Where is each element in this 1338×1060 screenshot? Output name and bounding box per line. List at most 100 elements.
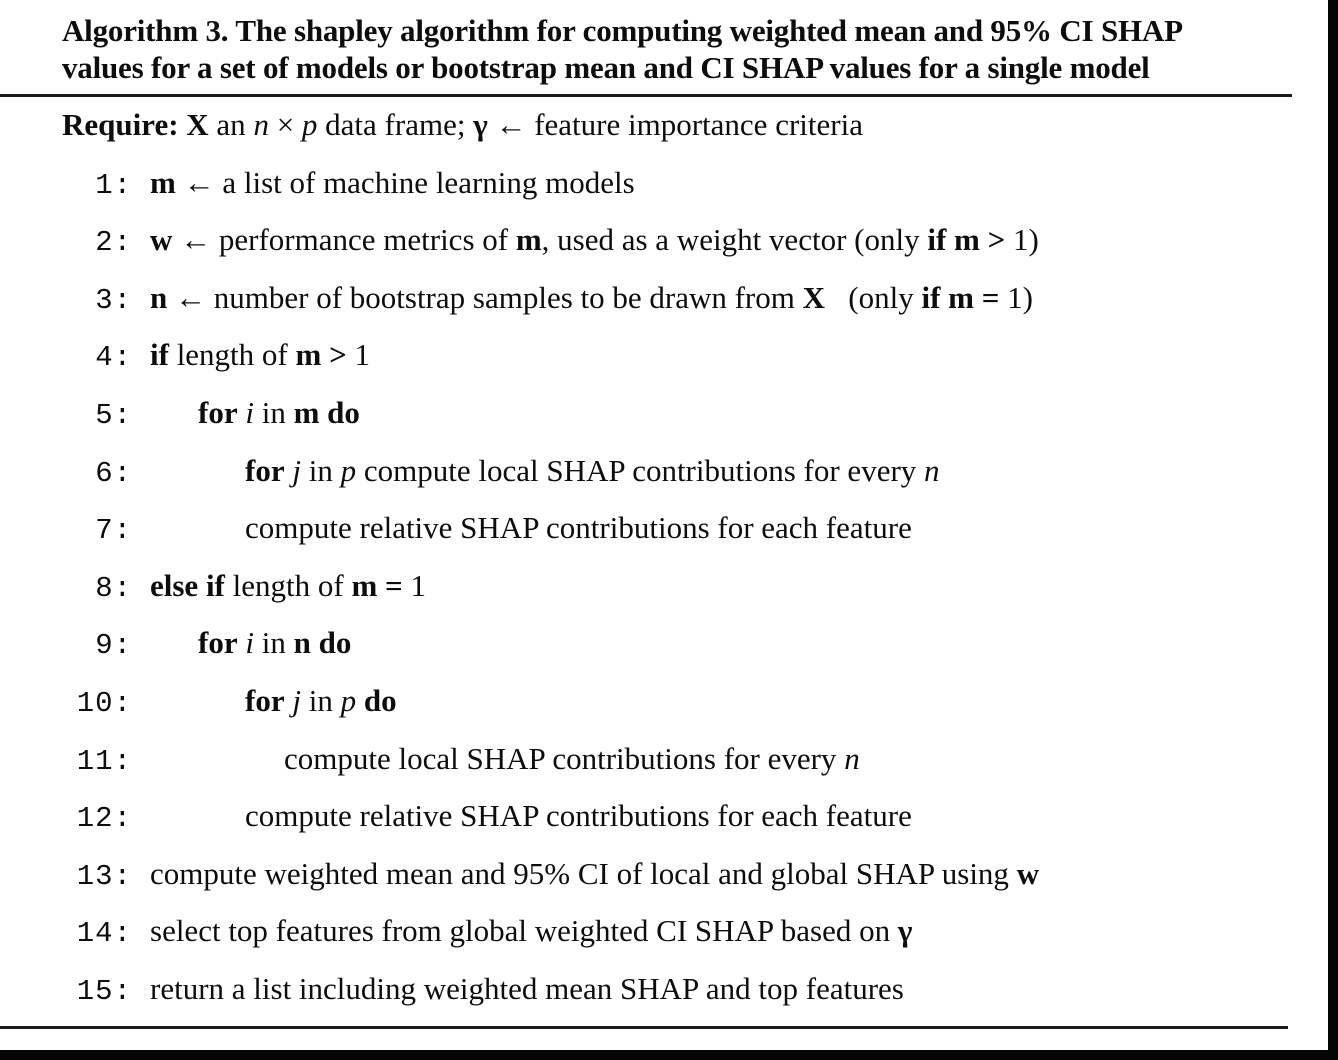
text-run: for	[245, 682, 285, 718]
text-run	[946, 222, 954, 257]
algorithm-line-14: 14: select top features from global weigh…	[0, 902, 1300, 960]
text-run: p	[340, 452, 357, 488]
bottom-scan-bar	[0, 1050, 1338, 1060]
text-run: n	[150, 279, 168, 315]
line-text: compute weighted mean and 95% CI of loca…	[150, 845, 1039, 903]
text-run: X	[186, 107, 209, 142]
text-run: do	[327, 394, 360, 430]
text-run	[980, 222, 988, 257]
text-run: , used as a weight vector (only	[541, 222, 928, 258]
text-run: p	[301, 107, 318, 142]
bottom-divider-rule	[0, 1026, 1288, 1029]
line-number: 4:	[95, 341, 132, 375]
text-run: compute weighted mean and 95% CI of loca…	[150, 855, 1017, 891]
text-run: (only	[825, 279, 922, 315]
text-run: data frame;	[317, 107, 474, 142]
line-text: if length of m > 1	[150, 326, 370, 384]
line-number: 5:	[95, 398, 132, 432]
text-run: compute relative SHAP contributions for …	[245, 798, 912, 834]
algorithm-body: Require: X an n × p data frame; γ ← feat…	[0, 96, 1300, 1018]
algorithm-line-11: 11: compute local SHAP contributions for …	[0, 730, 1300, 788]
text-run: p	[340, 682, 357, 718]
line-number: 14:	[76, 917, 132, 951]
algorithm-line-5: 5: for i in m do	[0, 384, 1300, 442]
line-number: 1:	[95, 168, 132, 202]
text-run: γ	[897, 913, 913, 949]
text-run: length of	[168, 337, 296, 373]
text-run: w	[1016, 855, 1040, 891]
line-text: w ← performance metrics of m, used as a …	[150, 211, 1039, 269]
text-run: =	[981, 279, 1000, 315]
text-run	[356, 683, 364, 718]
line-text: n ← number of bootstrap samples to be dr…	[150, 269, 1033, 327]
algorithm-line-4: 4: if length of m > 1	[0, 326, 1300, 384]
text-run: j	[292, 452, 301, 488]
text-run: n	[253, 107, 269, 142]
line-number: 13:	[76, 859, 132, 893]
text-run	[311, 625, 319, 660]
line-number: 9:	[95, 629, 132, 663]
text-run: in	[253, 625, 294, 661]
text-run: m	[948, 279, 974, 315]
line-text: return a list including weighted mean SH…	[150, 960, 904, 1018]
text-run: do	[363, 682, 397, 718]
algorithm-line-7: 7: compute relative SHAP contributions fo…	[0, 499, 1300, 557]
text-run: Require:	[62, 107, 187, 142]
text-run: in	[253, 394, 294, 430]
algorithm-line-12: 12: compute relative SHAP contributions f…	[0, 787, 1300, 845]
text-run: ← number of bootstrap samples to be draw…	[167, 279, 803, 315]
line-text: for i in n do	[198, 614, 351, 672]
algorithm-line-15: 15: return a list including weighted mean…	[0, 960, 1300, 1018]
title-divider-rule	[0, 94, 1292, 97]
line-number: 11:	[76, 744, 132, 778]
algorithm-title-line-2: values for a set of models or bootstrap …	[62, 50, 1150, 85]
text-run: do	[318, 625, 352, 661]
text-run: an	[208, 107, 254, 142]
line-number: 8:	[95, 571, 132, 605]
text-run: n	[844, 740, 860, 776]
text-run: 1)	[1005, 222, 1039, 258]
algorithm-line-8: 8: else if length of m = 1	[0, 557, 1300, 615]
line-number: 10:	[76, 686, 132, 720]
text-run	[940, 280, 948, 315]
line-text: Require: X an n × p data frame; γ ← feat…	[62, 96, 863, 154]
algorithm-title-line-1: Algorithm 3. The shapley algorithm for c…	[62, 13, 1183, 48]
line-number: 3:	[95, 283, 132, 317]
right-scan-bar	[1328, 0, 1338, 1060]
text-run: 1	[346, 337, 371, 373]
text-run: 1	[402, 567, 426, 603]
text-run: i	[245, 394, 254, 430]
line-text: for i in m do	[198, 384, 360, 442]
algorithm-line-13: 13: compute weighted mean and 95% CI of l…	[0, 845, 1300, 903]
text-run: ← feature importance criteria	[487, 107, 863, 142]
text-run: ×	[268, 107, 302, 142]
text-run: n	[293, 625, 311, 661]
text-run: w	[150, 222, 173, 258]
algorithm-line-6: 6: for j in p compute local SHAP contribu…	[0, 442, 1300, 500]
text-run	[377, 568, 385, 603]
line-text: for j in p compute local SHAP contributi…	[245, 442, 940, 500]
text-run: if	[927, 222, 947, 258]
require-line: Require: X an n × p data frame; γ ← feat…	[0, 96, 1300, 154]
algorithm-line-10: 10: for j in p do	[0, 672, 1300, 730]
text-run: m	[150, 164, 176, 200]
text-run: for	[198, 625, 238, 661]
line-text: compute relative SHAP contributions for …	[245, 787, 912, 845]
text-run	[319, 395, 327, 430]
text-run: n	[924, 452, 940, 488]
text-run: select top features from global weighted…	[150, 913, 898, 949]
algorithm-line-3: 3: n ← number of bootstrap samples to be …	[0, 269, 1300, 327]
text-run: in	[300, 452, 341, 488]
text-run: m	[295, 337, 322, 373]
text-run: ← a list of machine learning models	[175, 164, 635, 200]
text-run: m	[515, 222, 542, 258]
text-run: >	[987, 222, 1006, 258]
text-run: i	[245, 625, 254, 661]
text-run: X	[802, 279, 826, 315]
line-text: select top features from global weighted…	[150, 902, 912, 960]
text-run: m	[954, 222, 980, 258]
line-number: 15:	[76, 974, 132, 1008]
text-run: compute local SHAP contributions for eve…	[284, 740, 845, 776]
text-run: if	[150, 337, 169, 373]
line-text: m ← a list of machine learning models	[150, 154, 635, 212]
